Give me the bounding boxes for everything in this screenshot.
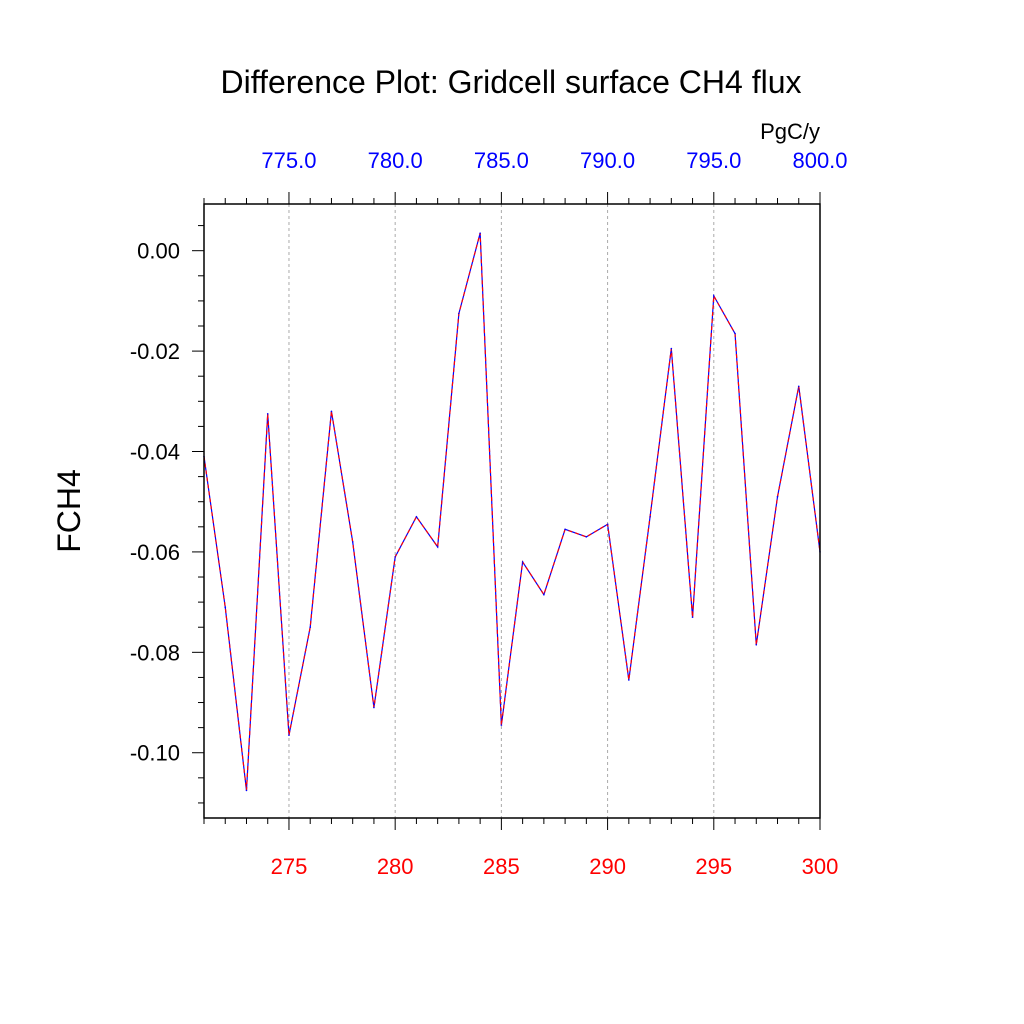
data-point xyxy=(649,515,651,518)
x-tick-label: 300 xyxy=(802,854,839,879)
x-tick-label: 275 xyxy=(271,854,308,879)
y-tick-label: -0.08 xyxy=(130,640,180,665)
y-axis-label: FCH4 xyxy=(51,469,87,553)
data-point xyxy=(288,734,290,736)
data-point xyxy=(691,616,694,618)
top-tick-label: 790.0 xyxy=(580,148,635,173)
data-point xyxy=(224,606,227,608)
data-point xyxy=(543,593,545,596)
top-axis-units: PgC/y xyxy=(760,119,820,144)
data-series xyxy=(203,232,821,792)
y-tick-label: -0.02 xyxy=(130,339,180,364)
data-point xyxy=(330,410,333,413)
data-point xyxy=(500,724,503,726)
data-point xyxy=(670,347,673,350)
y-tick-label: -0.04 xyxy=(130,440,180,465)
y-tick-label: 0.00 xyxy=(137,239,180,264)
data-point xyxy=(245,789,248,792)
x-tick-label: 285 xyxy=(483,854,520,879)
chart-title: Difference Plot: Gridcell surface CH4 fl… xyxy=(221,64,802,100)
series-line-red xyxy=(203,232,821,791)
data-point xyxy=(458,312,460,315)
data-point xyxy=(734,332,736,335)
top-tick-label: 795.0 xyxy=(686,148,741,173)
x-tick-label: 280 xyxy=(377,854,414,879)
data-point xyxy=(712,295,715,297)
top-tick-label: 775.0 xyxy=(261,148,316,173)
top-tick-label: 785.0 xyxy=(474,148,529,173)
data-point xyxy=(628,679,630,681)
y-tick-label: -0.10 xyxy=(130,741,180,766)
data-point xyxy=(373,706,375,709)
y-tick-label: -0.06 xyxy=(130,540,180,565)
data-point xyxy=(436,546,439,548)
data-point xyxy=(521,561,524,563)
top-tick-label: 800.0 xyxy=(792,148,847,173)
x-tick-label: 290 xyxy=(589,854,626,879)
series-line-blue xyxy=(203,232,821,791)
axis-ticks xyxy=(192,192,821,830)
data-point xyxy=(755,643,758,646)
top-tick-label: 780.0 xyxy=(368,148,423,173)
data-point xyxy=(585,536,588,538)
plot-frame xyxy=(203,203,821,819)
data-point xyxy=(606,523,609,526)
data-point xyxy=(564,528,566,531)
data-point xyxy=(394,556,396,558)
x-tick-label: 295 xyxy=(695,854,732,879)
data-point xyxy=(415,515,418,518)
data-point xyxy=(479,232,481,234)
data-point xyxy=(797,385,800,388)
tick-labels: 275 280 285 290 295 300 775.0 780.0 785.0 790.0 79… xyxy=(130,148,848,879)
data-point xyxy=(351,541,354,543)
data-point xyxy=(776,495,779,498)
data-point xyxy=(266,413,269,415)
grid-lines xyxy=(288,204,715,818)
data-point xyxy=(309,626,312,629)
